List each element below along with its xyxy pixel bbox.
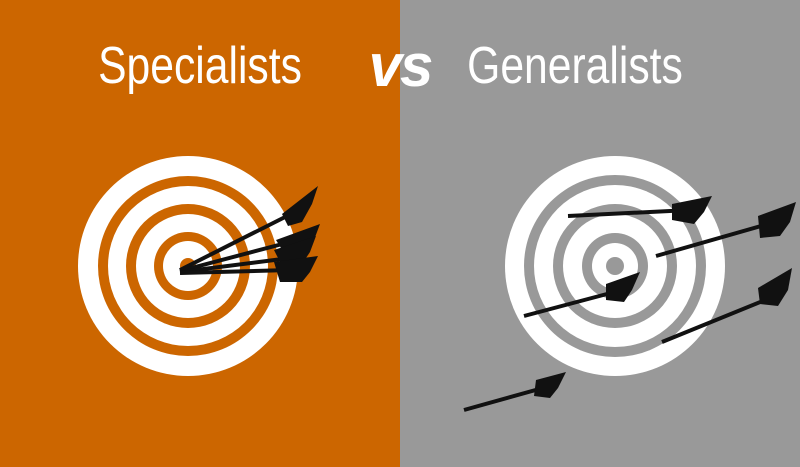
arrow-icon [179,186,318,272]
generalists-target [505,156,725,376]
generalists-heading: Generalists [467,37,683,95]
arrow-icon [661,268,792,344]
arrow-icon [179,256,318,282]
arrow-icon [523,272,640,318]
specialists-arrows [179,186,320,282]
specialists-heading: Specialists [98,37,302,95]
generalists-arrows [463,196,796,412]
vs-label: vs [368,32,434,99]
arrow-icon [655,202,796,258]
arrow-icon [567,196,712,224]
arrow-icon [463,372,566,412]
